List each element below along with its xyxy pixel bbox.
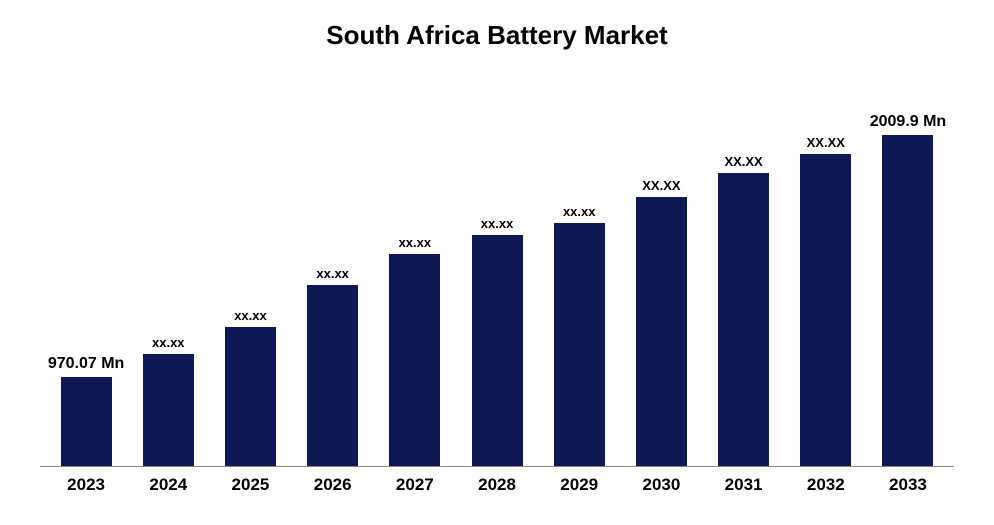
- bar: [636, 197, 687, 467]
- x-axis-label: 2023: [45, 475, 127, 495]
- bar-group: 970.07 Mn: [45, 81, 127, 466]
- bar-value-label: XX.XX: [807, 135, 845, 150]
- bar-value-label: xx.xx: [481, 216, 514, 231]
- bar-value-label: XX.XX: [724, 154, 762, 169]
- bar: [472, 235, 523, 466]
- bar-value-label: 970.07 Mn: [48, 355, 124, 373]
- bar-group: xx.xx: [292, 81, 374, 466]
- bar-group: xx.xx: [456, 81, 538, 466]
- bar: [225, 327, 276, 466]
- chart-container: South Africa Battery Market 970.07 Mn xx.…: [0, 0, 994, 525]
- bar-value-label: xx.xx: [316, 266, 349, 281]
- bar-group: xx.xx: [538, 81, 620, 466]
- bar: [718, 173, 769, 466]
- bar: [800, 154, 851, 466]
- bar-value-label: xx.xx: [234, 308, 267, 323]
- bar-value-label: xx.xx: [152, 335, 185, 350]
- bar-group: xx.xx: [209, 81, 291, 466]
- bar-value-label: XX.XX: [642, 178, 680, 193]
- x-axis-label: 2024: [127, 475, 209, 495]
- x-axis-label: 2033: [867, 475, 949, 495]
- x-axis-label: 2029: [538, 475, 620, 495]
- x-axis-label: 2030: [620, 475, 702, 495]
- bar-group: XX.XX: [620, 81, 702, 466]
- x-axis-label: 2032: [785, 475, 867, 495]
- plot-area: 970.07 Mn xx.xx xx.xx xx.xx xx.xx xx.xx xx.xx X…: [40, 81, 954, 467]
- bar-group: 2009.9 Mn: [867, 81, 949, 466]
- bar: [882, 135, 933, 466]
- x-axis-label: 2028: [456, 475, 538, 495]
- bar: [143, 354, 194, 466]
- bar: [61, 377, 112, 466]
- x-axis-label: 2026: [292, 475, 374, 495]
- x-axis: 2023202420252026202720282029203020312032…: [40, 467, 954, 495]
- bar-group: XX.XX: [703, 81, 785, 466]
- bar-group: xx.xx: [127, 81, 209, 466]
- bar: [554, 223, 605, 466]
- bar: [307, 285, 358, 466]
- bar-group: xx.xx: [374, 81, 456, 466]
- chart-title: South Africa Battery Market: [40, 20, 954, 51]
- bar-group: XX.XX: [785, 81, 867, 466]
- bar-value-label: 2009.9 Mn: [870, 113, 946, 131]
- x-axis-label: 2027: [374, 475, 456, 495]
- x-axis-label: 2025: [209, 475, 291, 495]
- bar-value-label: xx.xx: [563, 204, 596, 219]
- bar-value-label: xx.xx: [399, 235, 432, 250]
- bar: [389, 254, 440, 466]
- x-axis-label: 2031: [703, 475, 785, 495]
